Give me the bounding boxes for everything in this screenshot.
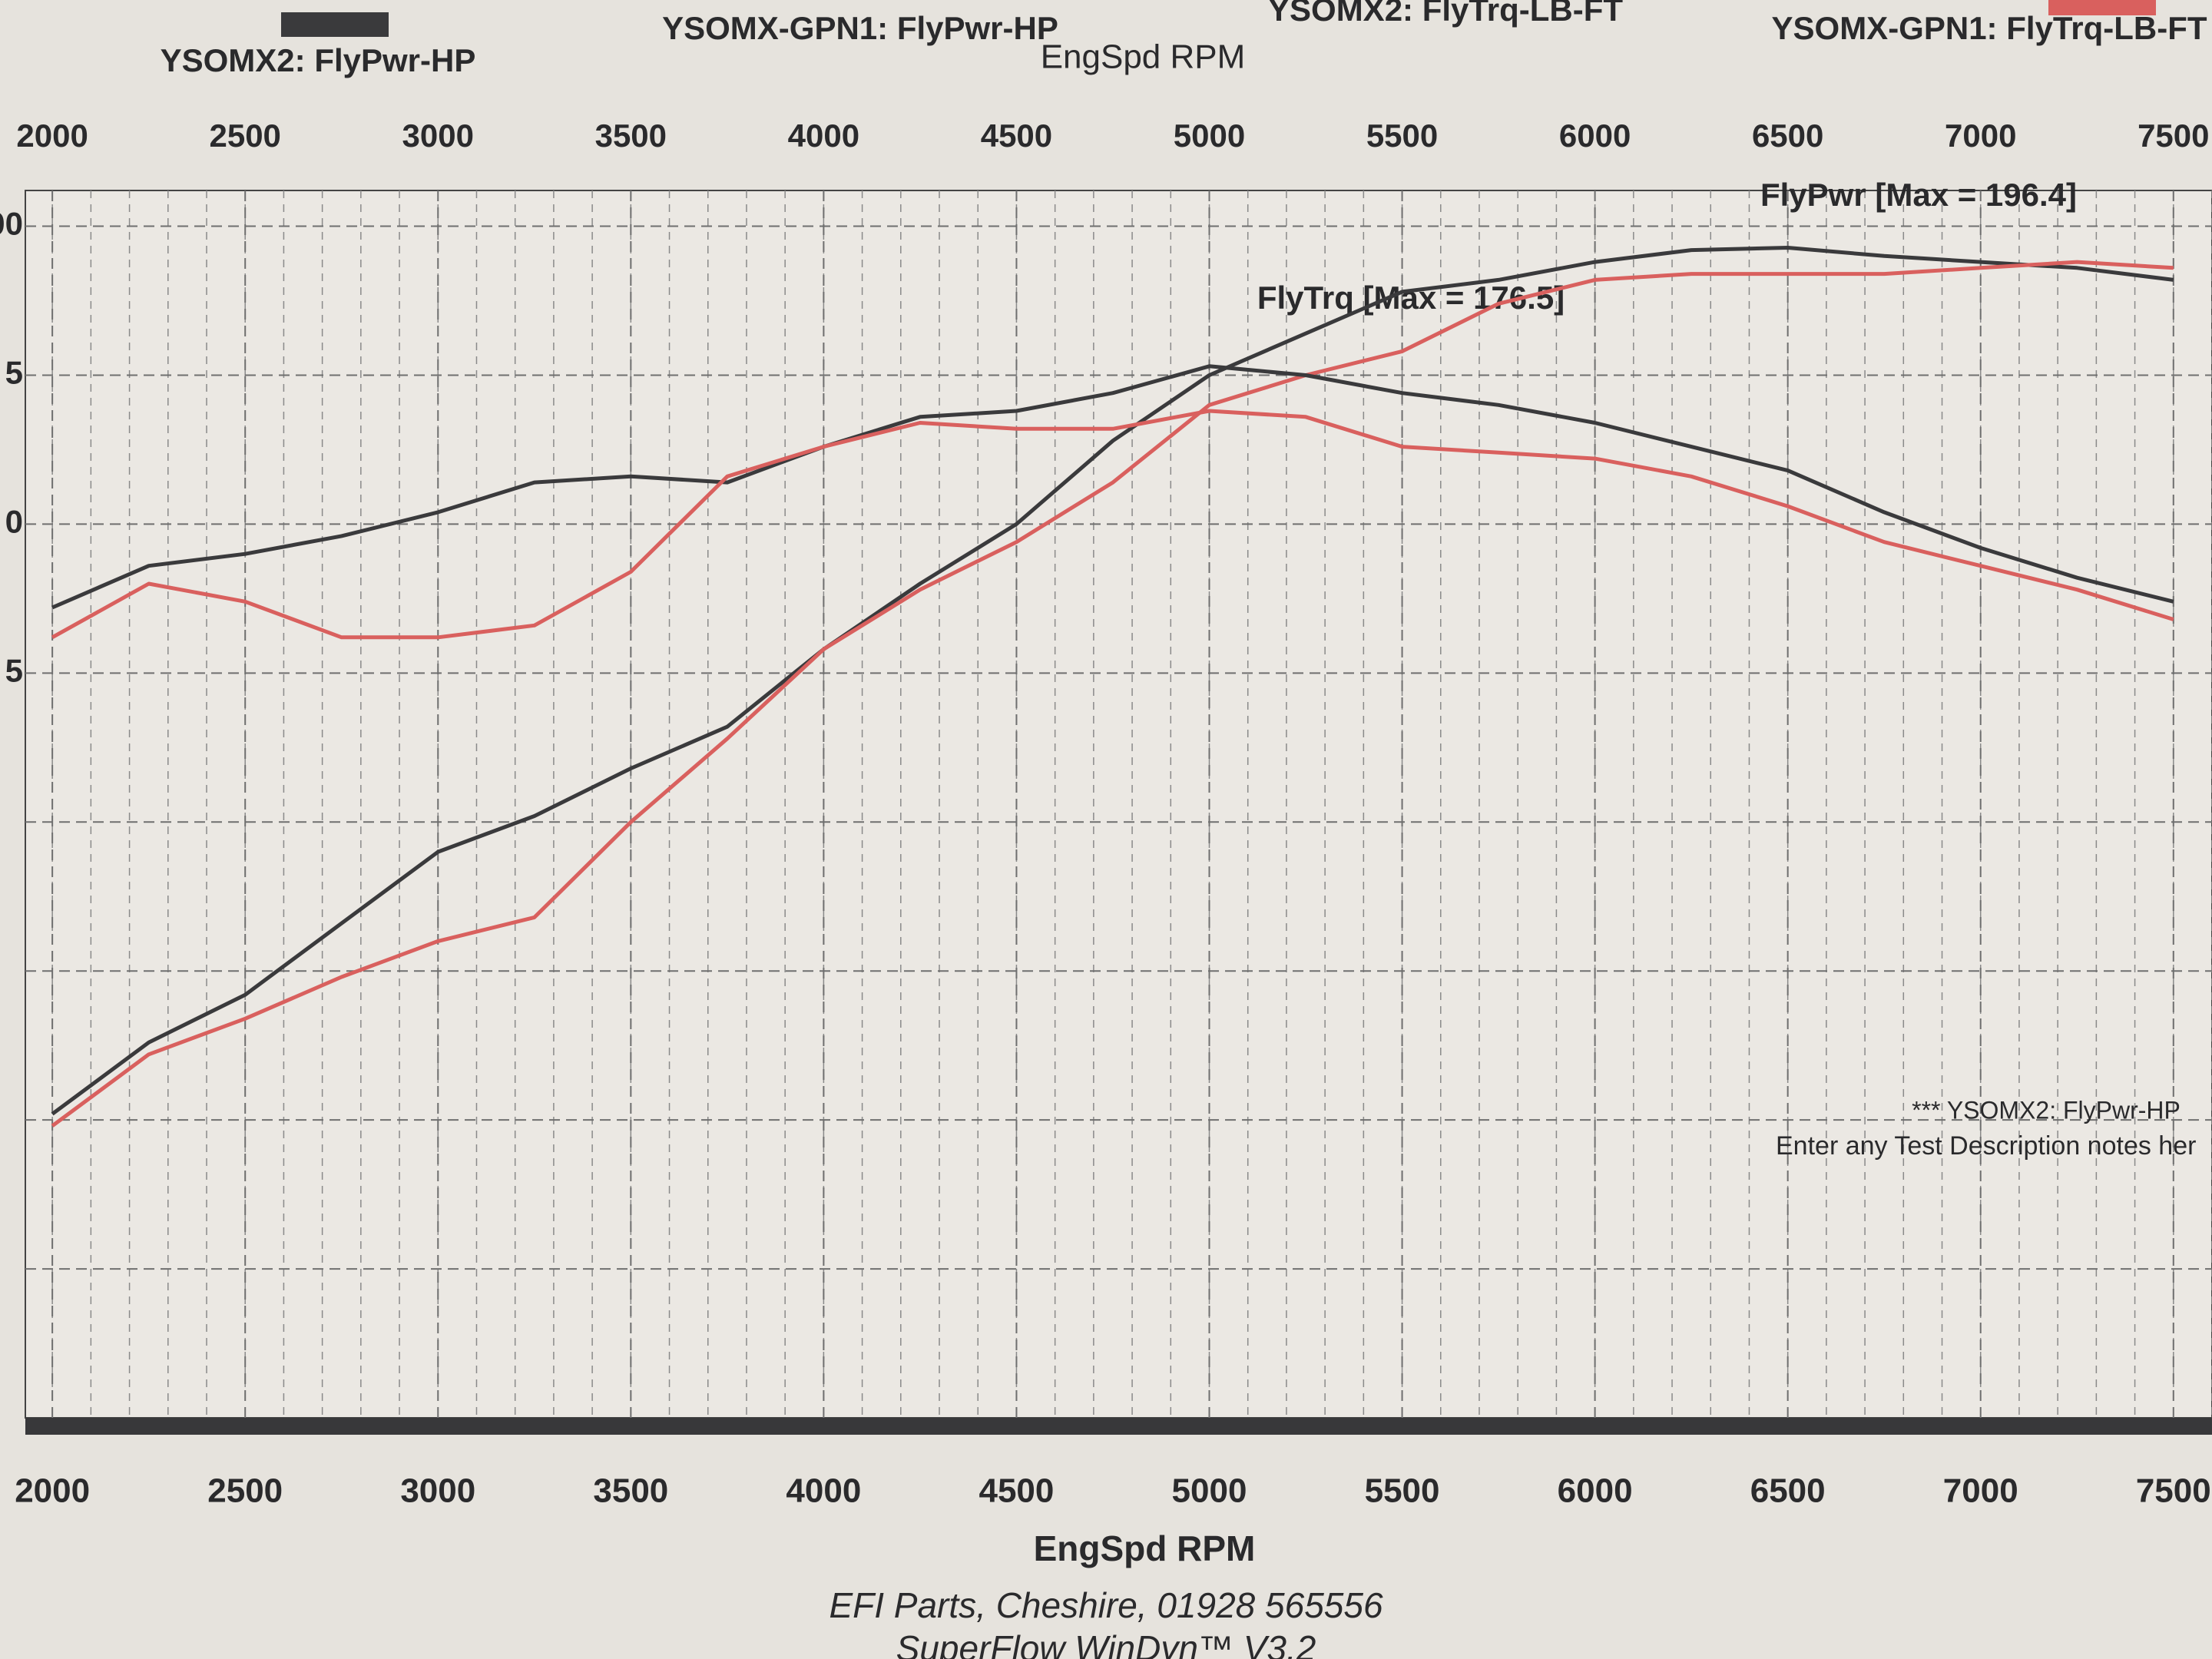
top-x-tick-label: 4000 [788,118,859,154]
series-line [51,409,2174,640]
x-tick-label: 5500 [1365,1472,1440,1510]
series-line [51,364,2174,610]
top-x-tick-label: 3000 [402,118,474,154]
x-tick-label: 2500 [207,1472,283,1510]
annotation: *** YSOMX2: FlyPwr-HP [1912,1096,2181,1124]
x-tick-label: 2000 [15,1472,90,1510]
x-tick-label: 4500 [979,1472,1054,1510]
top-x-tick-label: 2500 [209,118,280,154]
top-x-tick-label: 4500 [981,118,1052,154]
legend-swatch [2048,0,2156,15]
top-x-tick-label: 3500 [595,118,667,154]
legend-label: YSOMX-GPN1: FlyPwr-HP [662,10,1058,46]
legend-label: YSOMX2: FlyTrq-LB-FT [1268,0,1623,28]
annotation: Enter any Test Description notes her [1776,1131,2196,1161]
top-axis-title: EngSpd RPM [1041,38,1246,76]
legend-label: YSOMX-GPN1: FlyTrq-LB-FT [1772,10,2207,46]
y-tick-label: 5 [5,652,23,688]
series-line [51,260,2174,1128]
x-tick-label: 6500 [1750,1472,1826,1510]
plot-area [25,190,2212,1419]
x-tick-label: 5000 [1172,1472,1247,1510]
top-x-tick-label: 7000 [1945,118,2016,154]
x-tick-label: 3500 [593,1472,668,1510]
annotation: FlyPwr [Max = 196.4] [1760,177,2077,213]
y-tick-label: 00 [0,206,23,242]
top-x-tick-label: 5500 [1366,118,1438,154]
grid [25,190,2212,1418]
x-axis-title: EngSpd RPM [1034,1528,1256,1568]
top-x-tick-label: 2000 [16,118,88,154]
y-tick-label: 5 [5,355,23,391]
x-axis-bar [25,1418,2212,1435]
series-line [51,246,2174,1116]
annotation: FlyTrq [Max = 176.5] [1257,280,1565,316]
y-tick-label: 0 [5,504,23,540]
x-tick-label: 7000 [1943,1472,2018,1510]
x-tick-label: 7500 [2136,1472,2211,1510]
x-tick-label: 3000 [400,1472,475,1510]
footer-line: SuperFlow WinDyn™ V3.2 [896,1628,1316,1659]
x-tick-label: 4000 [786,1472,861,1510]
top-x-tick-label: 6500 [1752,118,1823,154]
top-x-tick-label: 5000 [1174,118,1245,154]
footer-line: EFI Parts, Cheshire, 01928 565556 [829,1585,1383,1625]
legend-swatch [281,12,389,37]
top-x-tick-label: 7500 [2137,118,2209,154]
x-tick-label: 6000 [1558,1472,1633,1510]
top-x-tick-label: 6000 [1559,118,1631,154]
legend-label: YSOMX2: FlyPwr-HP [161,42,476,78]
